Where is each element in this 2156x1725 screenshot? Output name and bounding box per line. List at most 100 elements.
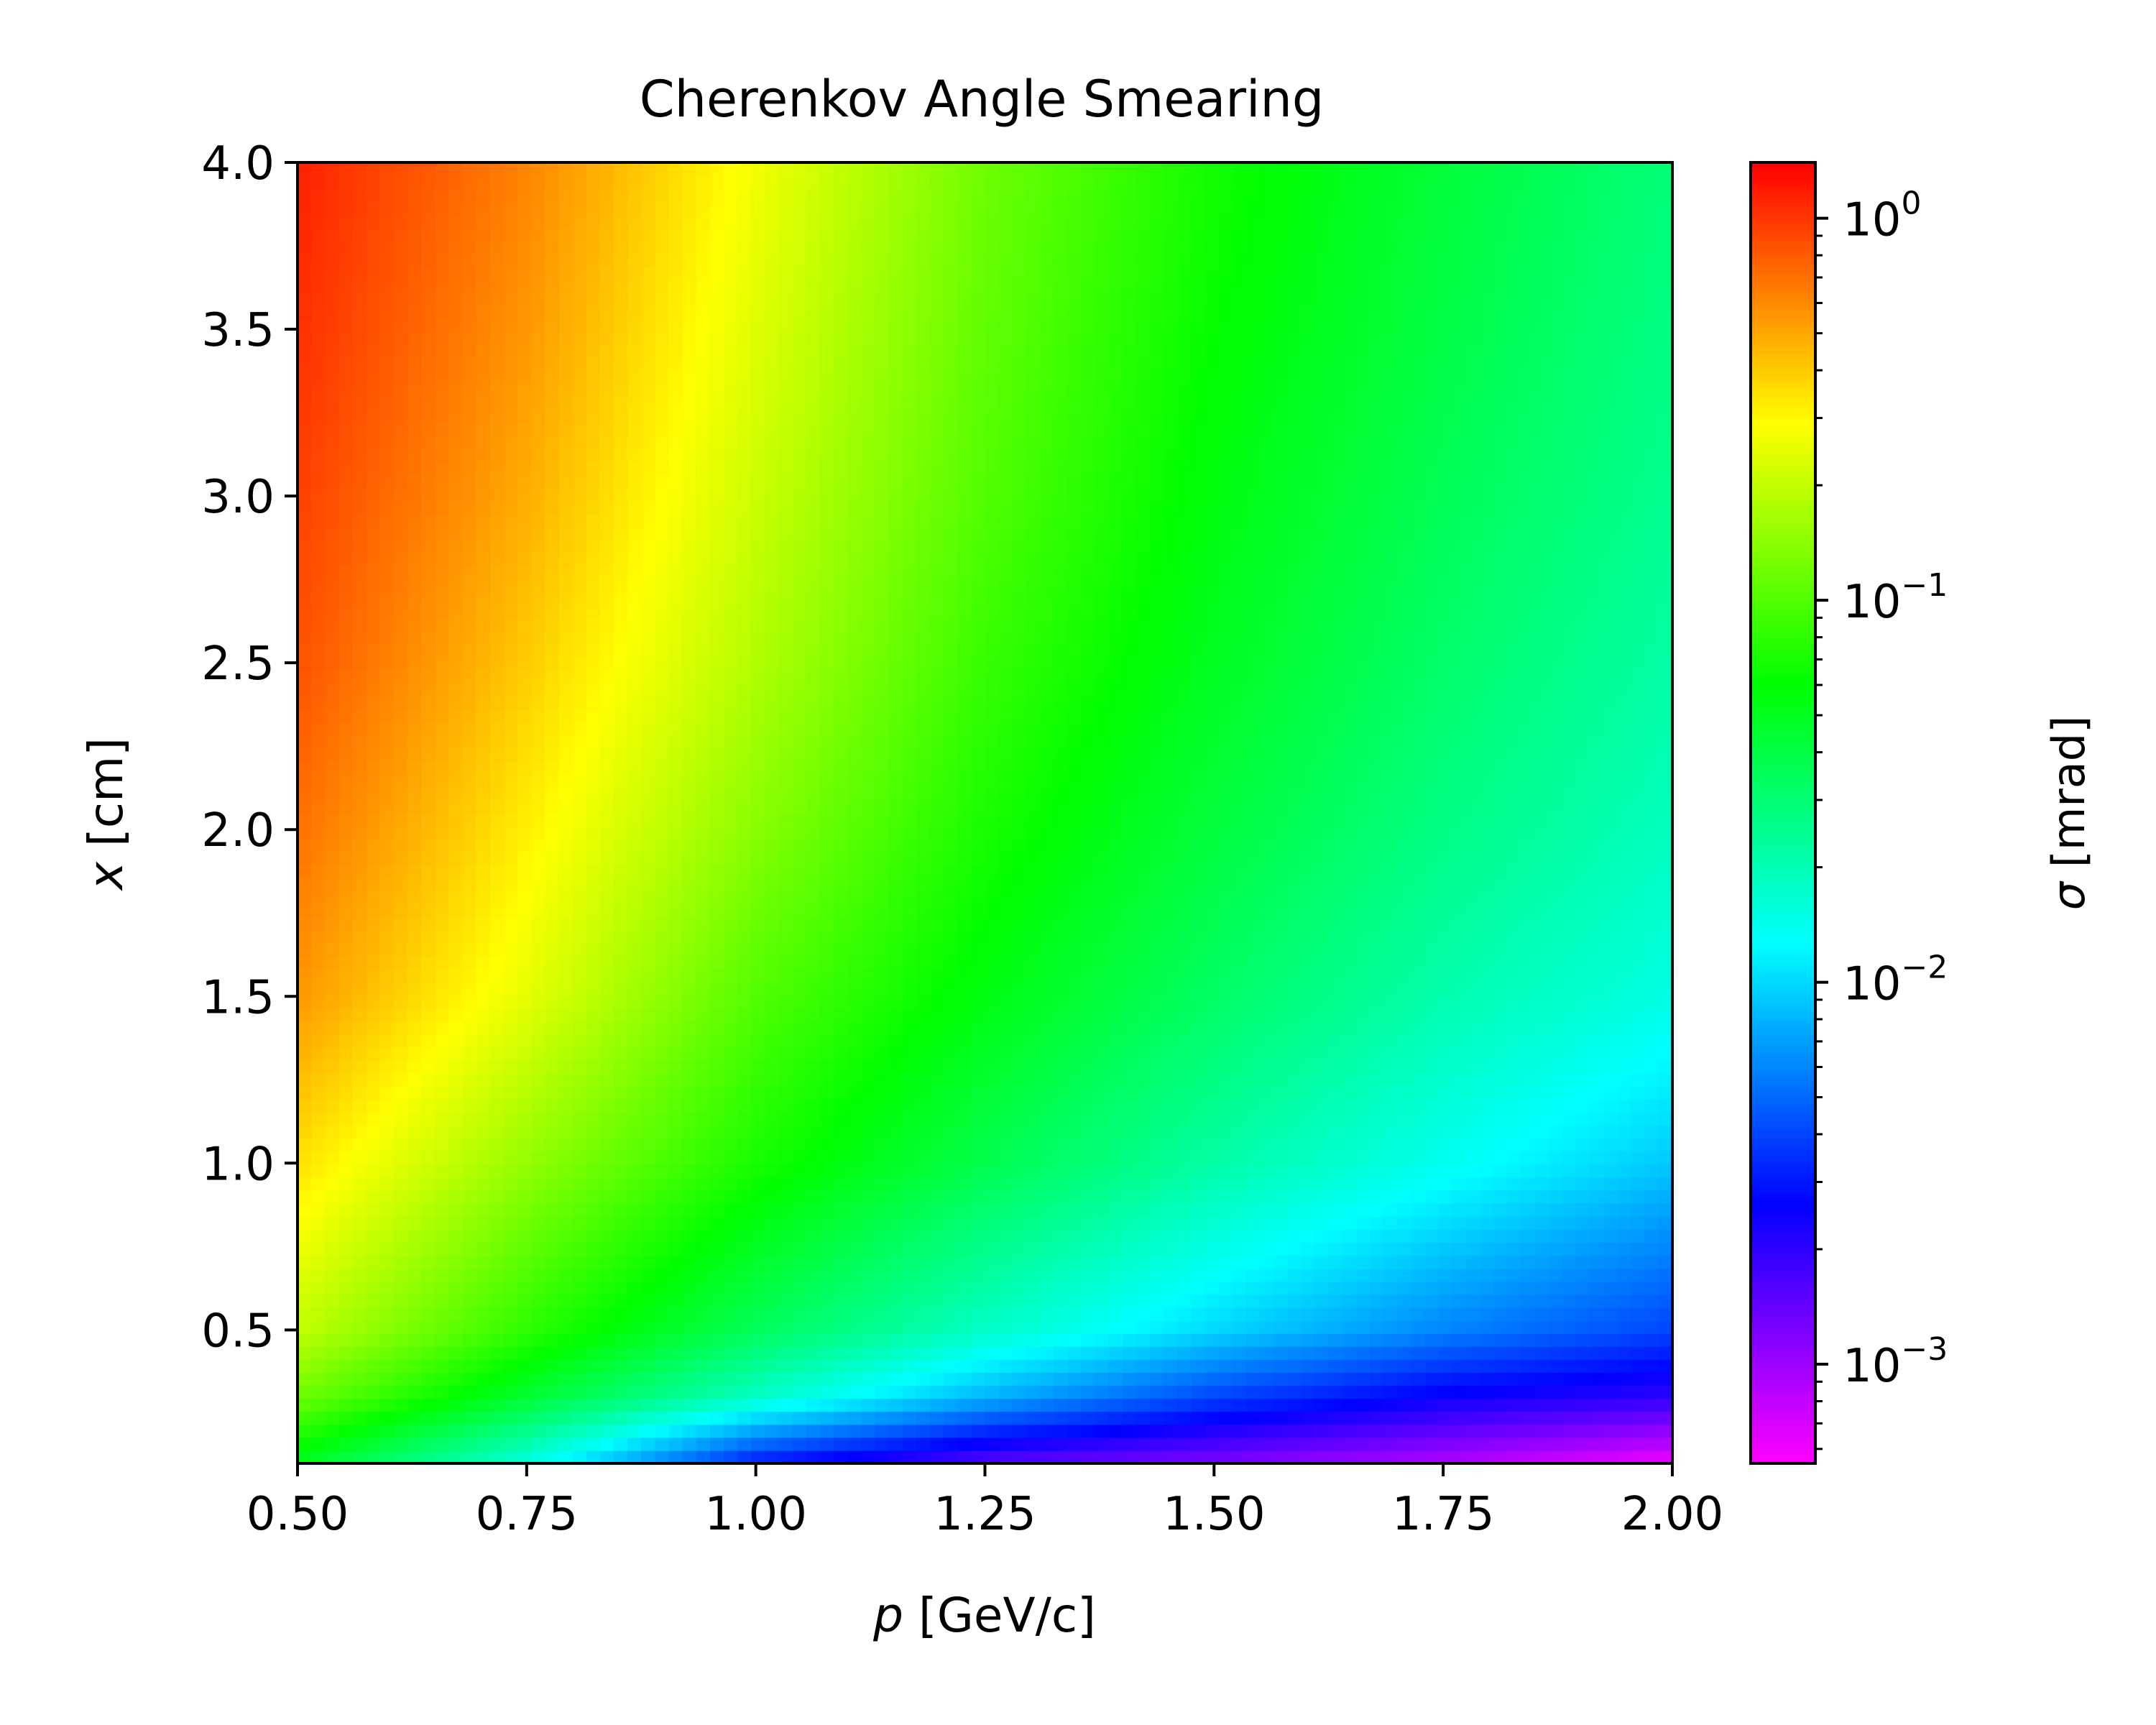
heatmap-cell <box>1370 1450 1384 1464</box>
heatmap-cell <box>311 956 326 970</box>
heatmap-cell <box>641 995 656 1009</box>
heatmap-cell <box>476 891 491 905</box>
heatmap-cell <box>1177 1203 1192 1217</box>
heatmap-cell <box>1480 1112 1495 1126</box>
heatmap-cell <box>1383 982 1399 996</box>
heatmap-cell <box>421 969 436 983</box>
heatmap-cell <box>393 1177 408 1191</box>
heatmap-cell <box>379 1268 395 1282</box>
heatmap-cell <box>655 1138 670 1152</box>
heatmap-cell <box>366 1255 381 1269</box>
heatmap-cell <box>1644 1385 1659 1399</box>
heatmap-cell <box>709 1229 724 1243</box>
heatmap-cell <box>1480 1086 1495 1100</box>
heatmap-cell <box>1095 1073 1110 1087</box>
heatmap-cell <box>902 1203 917 1217</box>
heatmap-cell <box>1164 1307 1179 1321</box>
heatmap-cell <box>1356 1151 1370 1165</box>
heatmap-cell <box>1383 1059 1399 1074</box>
heatmap-cell <box>1135 1099 1151 1113</box>
heatmap-cell <box>586 956 601 970</box>
heatmap-cell <box>545 1385 560 1399</box>
heatmap-cell <box>1301 1411 1316 1425</box>
heatmap-cell <box>655 1307 670 1321</box>
heatmap-cell <box>709 1008 724 1022</box>
heatmap-cell <box>792 1411 807 1425</box>
heatmap-cell <box>325 1268 340 1282</box>
heatmap-cell <box>888 1333 903 1347</box>
heatmap-cell <box>778 1437 793 1451</box>
heatmap-cell <box>1438 891 1453 905</box>
heatmap-cell <box>1135 1372 1151 1386</box>
heatmap-cell <box>489 1177 505 1191</box>
heatmap-cell <box>1480 929 1495 944</box>
heatmap-cell <box>1164 929 1179 944</box>
heatmap-cell <box>1150 1021 1164 1035</box>
heatmap-cell <box>1631 1073 1646 1087</box>
heatmap-cell <box>1631 1151 1646 1165</box>
heatmap-cell <box>298 839 312 852</box>
heatmap-cell <box>435 1268 450 1282</box>
heatmap-cell <box>1081 1307 1096 1321</box>
heatmap-cell <box>1150 1424 1164 1438</box>
heatmap-cell <box>545 1021 560 1035</box>
heatmap-cell <box>1177 1229 1192 1243</box>
heatmap-cell <box>1287 1229 1302 1243</box>
heatmap-cell <box>1548 969 1563 983</box>
heatmap-cell <box>1191 1450 1206 1464</box>
heatmap-cell <box>379 1164 395 1178</box>
heatmap-cell <box>1397 969 1412 983</box>
heatmap-cell <box>489 1164 505 1178</box>
heatmap-cell <box>1603 1437 1618 1451</box>
heatmap-cell <box>861 878 876 892</box>
heatmap-cell <box>421 1385 436 1399</box>
heatmap-cell <box>531 1046 546 1061</box>
heatmap-cell <box>1383 1242 1399 1256</box>
heatmap-cell <box>1562 1268 1577 1282</box>
heatmap-cell <box>338 1398 354 1412</box>
heatmap-cell <box>1562 1320 1577 1334</box>
heatmap-cell <box>1040 865 1054 879</box>
heatmap-cell <box>696 865 711 879</box>
heatmap-cell <box>861 1164 876 1178</box>
heatmap-cell <box>875 1385 890 1399</box>
heatmap-cell <box>724 1151 738 1165</box>
heatmap-cell <box>1521 995 1536 1009</box>
heatmap-cell <box>379 995 395 1009</box>
heatmap-cell <box>1438 1112 1453 1126</box>
heatmap-cell <box>1191 1125 1206 1139</box>
heatmap-cell <box>1218 1372 1233 1386</box>
heatmap-cell <box>613 1008 628 1022</box>
heatmap-cell <box>1164 916 1179 931</box>
heatmap-cell <box>489 1320 505 1334</box>
heatmap-cell <box>737 1437 752 1451</box>
heatmap-cell <box>1466 916 1480 931</box>
heatmap-cell <box>1534 903 1549 918</box>
heatmap-cell <box>558 1164 573 1178</box>
heatmap-cell <box>1370 1008 1384 1022</box>
heatmap-cell <box>1644 826 1659 840</box>
heatmap-cell <box>435 813 450 827</box>
heatmap-cell <box>1273 943 1289 957</box>
heatmap-cell <box>325 1281 340 1295</box>
heatmap-cell <box>462 1359 477 1373</box>
heatmap-cell <box>709 1411 724 1425</box>
heatmap-cell <box>1260 1424 1274 1438</box>
heatmap-cell <box>1507 995 1522 1009</box>
heatmap-cell <box>1108 1125 1123 1139</box>
heatmap-cell <box>1040 839 1054 852</box>
heatmap-cell <box>393 1008 408 1022</box>
heatmap-cell <box>1314 1099 1330 1113</box>
heatmap-cell <box>1370 891 1384 905</box>
heatmap-cell <box>1617 865 1632 879</box>
heatmap-cell <box>916 878 931 892</box>
heatmap-cell <box>379 1059 395 1074</box>
heatmap-cell <box>1521 1255 1536 1269</box>
heatmap-cell <box>1301 1203 1316 1217</box>
heatmap-cell <box>1287 929 1302 944</box>
heatmap-cell <box>298 1346 312 1360</box>
heatmap-cell <box>1466 852 1480 866</box>
heatmap-cell <box>1177 1294 1192 1308</box>
heatmap-cell <box>1411 1164 1426 1178</box>
heatmap-cell <box>325 1046 340 1061</box>
